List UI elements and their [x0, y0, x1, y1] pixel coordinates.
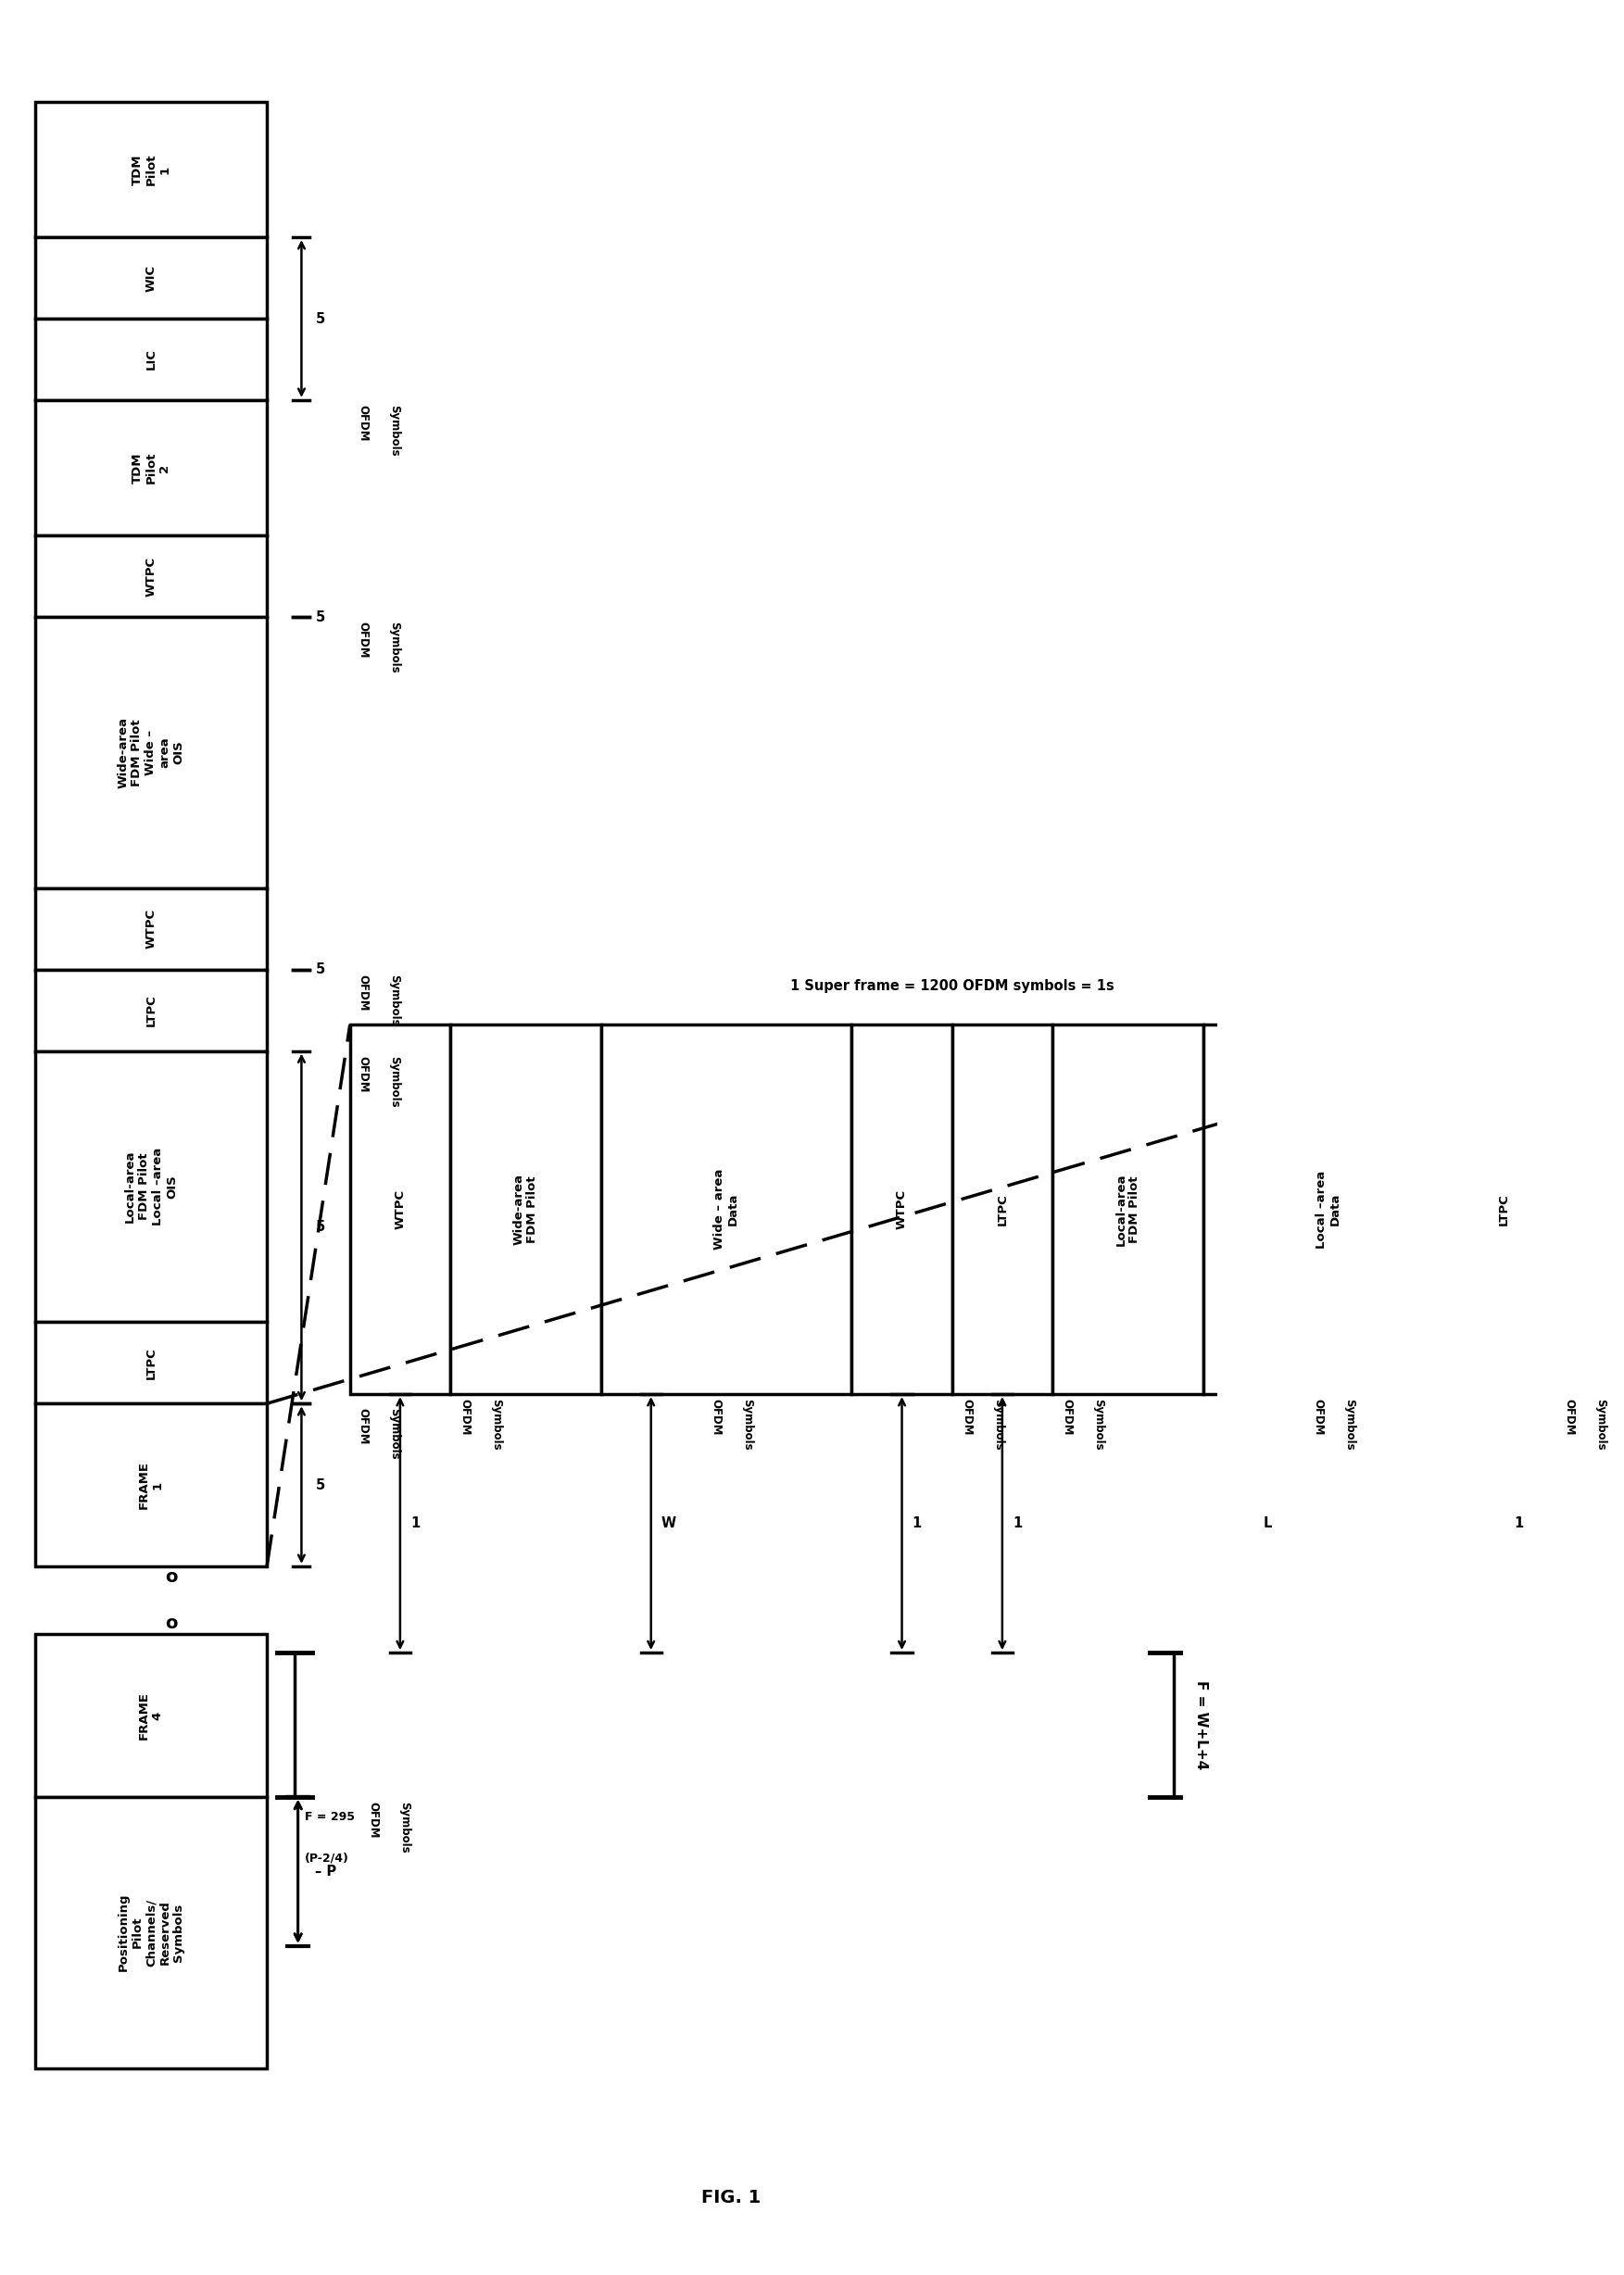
Bar: [601, 1024, 851, 1395]
Bar: [36, 535, 266, 617]
Text: Symbols: Symbols: [388, 621, 400, 673]
Text: o: o: [166, 1615, 179, 1631]
Text: 1: 1: [913, 1517, 922, 1531]
Text: OFDM: OFDM: [357, 621, 369, 657]
Bar: [36, 400, 266, 535]
Bar: [36, 102, 266, 237]
Text: – P: – P: [315, 1866, 336, 1879]
Text: 5: 5: [315, 962, 325, 976]
Bar: [36, 1051, 266, 1322]
Text: FRAME
1: FRAME 1: [138, 1461, 164, 1508]
Text: o: o: [166, 1567, 179, 1586]
Text: TDM
Pilot
1: TDM Pilot 1: [132, 152, 171, 187]
Text: TDM
Pilot
2: TDM Pilot 2: [132, 453, 171, 485]
Text: Symbols: Symbols: [388, 1056, 400, 1108]
Text: Symbols: Symbols: [388, 974, 400, 1026]
Text: WTPC: WTPC: [395, 1190, 406, 1228]
Text: LTPC: LTPC: [1497, 1194, 1510, 1226]
Text: WTPC: WTPC: [145, 557, 158, 596]
Bar: [450, 1024, 601, 1395]
Bar: [36, 1404, 266, 1565]
Text: LTPC: LTPC: [996, 1194, 1009, 1226]
Text: 5: 5: [315, 1479, 325, 1492]
Text: FIG. 1: FIG. 1: [702, 2189, 760, 2207]
Bar: [952, 1024, 1052, 1395]
Text: LIC: LIC: [145, 348, 158, 371]
Bar: [36, 1633, 266, 1797]
Text: OFDM: OFDM: [357, 1408, 369, 1445]
Text: 5: 5: [315, 610, 325, 623]
Bar: [1203, 1024, 1453, 1395]
Text: Local-area
FDM Pilot
Local –area
OIS: Local-area FDM Pilot Local –area OIS: [123, 1147, 177, 1226]
Text: OFDM: OFDM: [357, 1056, 369, 1092]
Text: Symbols: Symbols: [741, 1399, 754, 1449]
Text: 1: 1: [411, 1517, 421, 1531]
Text: 1: 1: [1013, 1517, 1021, 1531]
Text: Symbols: Symbols: [1595, 1399, 1606, 1449]
Bar: [349, 1024, 450, 1395]
Bar: [36, 319, 266, 400]
Text: OFDM: OFDM: [1060, 1399, 1073, 1436]
Text: Wide – area
Data: Wide – area Data: [713, 1169, 739, 1249]
Text: OFDM: OFDM: [357, 405, 369, 441]
Text: OFDM: OFDM: [961, 1399, 973, 1436]
Bar: [1453, 1024, 1554, 1395]
Bar: [851, 1024, 952, 1395]
Text: OFDM: OFDM: [460, 1399, 471, 1436]
Bar: [36, 1322, 266, 1404]
Text: WIC: WIC: [145, 264, 158, 291]
Text: OFDM: OFDM: [1312, 1399, 1324, 1436]
Text: Wide-area
FDM Pilot
Wide –
area
OIS: Wide-area FDM Pilot Wide – area OIS: [117, 717, 185, 789]
Text: LTPC: LTPC: [145, 1347, 158, 1379]
Text: F = W+L+4: F = W+L+4: [1194, 1681, 1208, 1770]
Text: Wide-area
FDM Pilot: Wide-area FDM Pilot: [513, 1174, 539, 1244]
Bar: [36, 237, 266, 319]
Text: Symbols: Symbols: [1093, 1399, 1104, 1449]
Bar: [1052, 1024, 1203, 1395]
Text: Positioning
Pilot
Channels/
Reserved
Symbols: Positioning Pilot Channels/ Reserved Sym…: [117, 1893, 185, 1972]
Text: FRAME
4: FRAME 4: [138, 1690, 164, 1740]
Text: W: W: [661, 1517, 676, 1531]
Text: Symbols: Symbols: [992, 1399, 1004, 1449]
Text: OFDM: OFDM: [357, 974, 369, 1010]
Text: OFDM: OFDM: [367, 1802, 380, 1838]
Text: Symbols: Symbols: [388, 405, 400, 457]
Text: OFDM: OFDM: [1562, 1399, 1575, 1436]
Text: 5: 5: [315, 312, 325, 325]
Text: 1: 1: [1515, 1517, 1523, 1531]
Text: OFDM: OFDM: [710, 1399, 723, 1436]
Text: (P-2/4): (P-2/4): [305, 1852, 349, 1863]
Bar: [36, 887, 266, 969]
Text: Symbols: Symbols: [490, 1399, 502, 1449]
Text: WTPC: WTPC: [145, 910, 158, 949]
Text: Symbols: Symbols: [388, 1408, 400, 1461]
Text: F = 295: F = 295: [305, 1811, 356, 1822]
Text: 5: 5: [315, 1219, 325, 1235]
Bar: [36, 1797, 266, 2068]
Text: L: L: [1263, 1517, 1272, 1531]
Bar: [36, 969, 266, 1051]
Text: Symbols: Symbols: [1343, 1399, 1354, 1449]
Text: LTPC: LTPC: [145, 994, 158, 1026]
Text: Local –area
Data: Local –area Data: [1315, 1169, 1341, 1249]
Bar: [36, 617, 266, 887]
Text: WTPC: WTPC: [896, 1190, 908, 1228]
Text: 1 Super frame = 1200 OFDM symbols = 1s: 1 Super frame = 1200 OFDM symbols = 1s: [789, 978, 1114, 992]
Text: Local-area
FDM Pilot: Local-area FDM Pilot: [1114, 1174, 1140, 1247]
Text: Symbols: Symbols: [398, 1802, 411, 1852]
